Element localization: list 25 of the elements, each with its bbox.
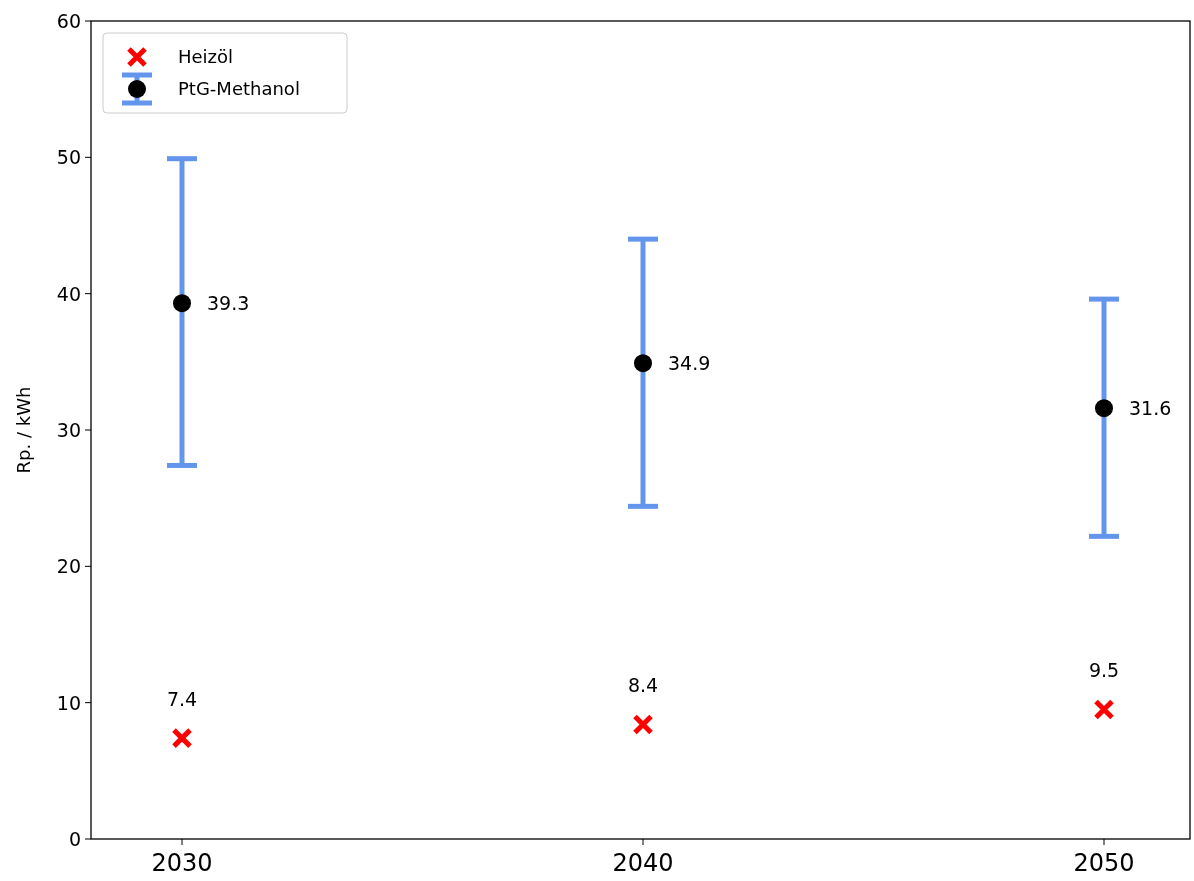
point	[632, 713, 654, 735]
data-label: 39.3	[207, 292, 250, 315]
y-axis-title: Rp. / kWh	[13, 386, 34, 474]
point	[634, 354, 652, 373]
data-label: 31.6	[1129, 397, 1172, 420]
y-tick-label: 40	[56, 282, 81, 305]
x-tick-label: 2040	[612, 849, 674, 877]
data-label: 8.4	[627, 674, 659, 697]
y-tick-label: 30	[56, 419, 81, 441]
x-tick-label: 2030	[151, 849, 213, 877]
x-tick-label: 2050	[1073, 849, 1135, 877]
point	[1093, 698, 1115, 720]
point	[1095, 399, 1113, 418]
legend-label: Heizöl	[178, 46, 234, 67]
legend-label: PtG-Methanol	[178, 78, 300, 99]
point	[173, 294, 191, 313]
y-tick-label: 60	[56, 10, 81, 32]
y-tick-label: 10	[56, 691, 81, 714]
data-label: 34.9	[668, 352, 711, 375]
y-tick-label: 20	[56, 555, 81, 578]
data-label: 9.5	[1088, 659, 1120, 682]
y-tick-label: 0	[68, 828, 81, 850]
point	[171, 727, 193, 749]
data-label: 7.4	[166, 688, 198, 711]
y-tick-label: 50	[56, 146, 81, 169]
